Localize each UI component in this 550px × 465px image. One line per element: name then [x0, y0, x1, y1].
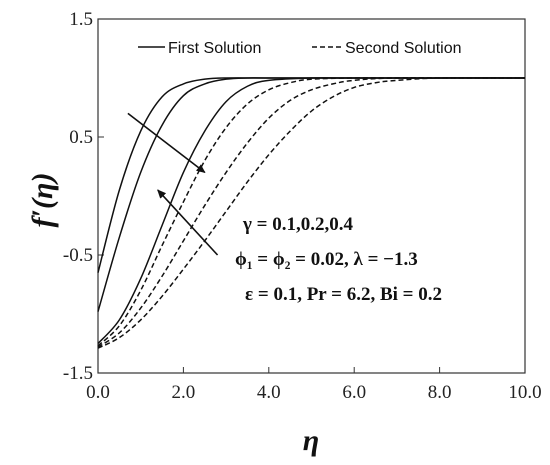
annotation-eps-pr-bi: ε = 0.1, Pr = 6.2, Bi = 0.2 — [245, 284, 442, 305]
annotation-arrow-1 — [157, 189, 219, 256]
second-solution-line-4 — [97, 77, 526, 348]
y-tick-label: 1.5 — [69, 9, 93, 30]
legend-label-first-solution: First Solution — [168, 40, 261, 57]
first-solution-line-0 — [97, 77, 525, 273]
x-axis-title: η — [303, 424, 319, 457]
second-solution-line-3 — [97, 77, 525, 347]
x-tick-label: 10.0 — [508, 382, 541, 403]
annotation-gamma: γ = 0.1,0.2,0.4 — [242, 214, 353, 235]
annotation-arrows — [127, 112, 219, 256]
x-tick-label: 0.0 — [86, 382, 110, 403]
annotation-arrow-0 — [127, 112, 206, 174]
series-group — [97, 77, 526, 349]
x-tick-label: 8.0 — [428, 382, 452, 403]
x-tick-label: 4.0 — [257, 382, 281, 403]
annotation-phi-lambda: ϕ₁ = ϕ₂ = 0.02, λ = −1.3 — [235, 249, 418, 270]
second-solution-line-5 — [97, 77, 526, 349]
y-tick-label: -1.5 — [63, 363, 93, 384]
x-tick-label: 2.0 — [172, 382, 196, 403]
plot-frame — [97, 18, 526, 374]
legend: First Solution Second Solution — [138, 40, 462, 57]
y-tick-label: 0.5 — [69, 127, 93, 148]
axis-ticks: 0.0 2.0 4.0 6.0 8.0 10.0 1.5 0.5 -0.5 -1.5 — [63, 9, 542, 403]
y-axis-title: f′(η) — [26, 173, 59, 228]
x-tick-label: 6.0 — [342, 382, 366, 403]
legend-label-second-solution: Second Solution — [345, 40, 462, 57]
y-tick-label: -0.5 — [63, 245, 93, 266]
